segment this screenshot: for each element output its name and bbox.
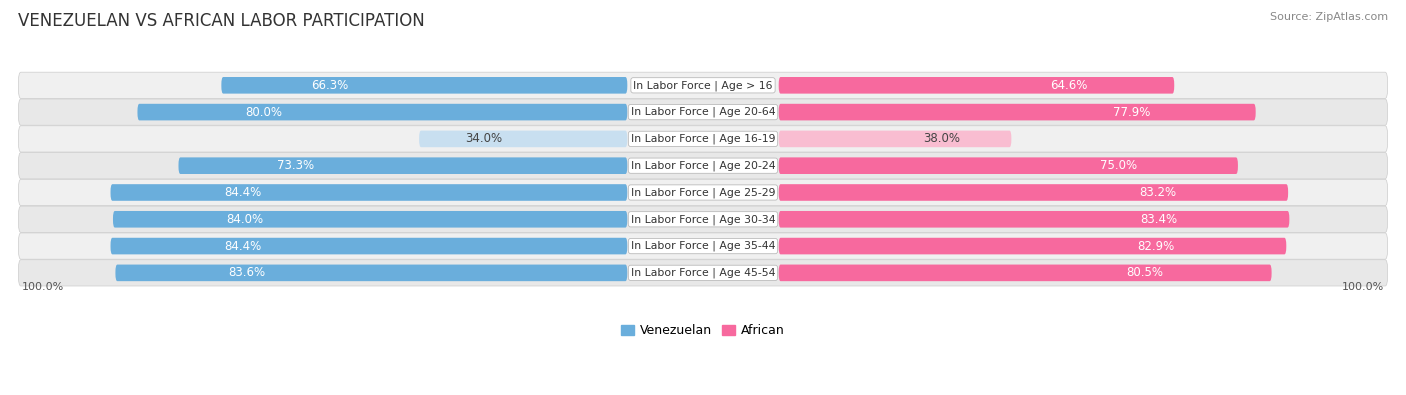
FancyBboxPatch shape	[179, 157, 627, 174]
Text: 100.0%: 100.0%	[22, 282, 65, 292]
Text: In Labor Force | Age 25-29: In Labor Force | Age 25-29	[631, 187, 775, 198]
Text: 73.3%: 73.3%	[277, 159, 315, 172]
Text: 83.6%: 83.6%	[228, 266, 266, 279]
Text: 64.6%: 64.6%	[1050, 79, 1087, 92]
FancyBboxPatch shape	[18, 99, 1388, 125]
FancyBboxPatch shape	[779, 77, 1174, 94]
FancyBboxPatch shape	[779, 265, 1271, 281]
Text: 84.4%: 84.4%	[224, 240, 262, 252]
FancyBboxPatch shape	[779, 157, 1237, 174]
FancyBboxPatch shape	[779, 104, 1256, 120]
Legend: Venezuelan, African: Venezuelan, African	[616, 320, 790, 342]
FancyBboxPatch shape	[111, 184, 627, 201]
Text: 34.0%: 34.0%	[465, 132, 502, 145]
Text: In Labor Force | Age 20-24: In Labor Force | Age 20-24	[631, 160, 775, 171]
Text: In Labor Force | Age > 16: In Labor Force | Age > 16	[633, 80, 773, 90]
Text: 75.0%: 75.0%	[1099, 159, 1137, 172]
FancyBboxPatch shape	[18, 206, 1388, 232]
FancyBboxPatch shape	[18, 126, 1388, 152]
FancyBboxPatch shape	[138, 104, 627, 120]
Text: 83.2%: 83.2%	[1139, 186, 1175, 199]
FancyBboxPatch shape	[221, 77, 627, 94]
FancyBboxPatch shape	[779, 184, 1288, 201]
Text: In Labor Force | Age 16-19: In Labor Force | Age 16-19	[631, 134, 775, 144]
FancyBboxPatch shape	[18, 72, 1388, 98]
FancyBboxPatch shape	[18, 179, 1388, 206]
Text: 77.9%: 77.9%	[1114, 105, 1150, 118]
FancyBboxPatch shape	[779, 131, 1011, 147]
FancyBboxPatch shape	[112, 211, 627, 228]
FancyBboxPatch shape	[111, 238, 627, 254]
Text: VENEZUELAN VS AFRICAN LABOR PARTICIPATION: VENEZUELAN VS AFRICAN LABOR PARTICIPATIO…	[18, 12, 425, 30]
Text: Source: ZipAtlas.com: Source: ZipAtlas.com	[1270, 12, 1388, 22]
Text: 84.4%: 84.4%	[224, 186, 262, 199]
Text: 80.0%: 80.0%	[245, 105, 283, 118]
FancyBboxPatch shape	[18, 152, 1388, 179]
Text: In Labor Force | Age 35-44: In Labor Force | Age 35-44	[631, 241, 775, 251]
FancyBboxPatch shape	[18, 233, 1388, 259]
Text: 66.3%: 66.3%	[311, 79, 347, 92]
FancyBboxPatch shape	[419, 131, 627, 147]
Text: In Labor Force | Age 20-64: In Labor Force | Age 20-64	[631, 107, 775, 117]
Text: 80.5%: 80.5%	[1126, 266, 1163, 279]
FancyBboxPatch shape	[18, 260, 1388, 286]
Text: 82.9%: 82.9%	[1137, 240, 1174, 252]
Text: 38.0%: 38.0%	[924, 132, 960, 145]
FancyBboxPatch shape	[115, 265, 627, 281]
Text: In Labor Force | Age 30-34: In Labor Force | Age 30-34	[631, 214, 775, 224]
Text: In Labor Force | Age 45-54: In Labor Force | Age 45-54	[631, 268, 775, 278]
Text: 84.0%: 84.0%	[226, 213, 263, 226]
FancyBboxPatch shape	[779, 211, 1289, 228]
Text: 100.0%: 100.0%	[1341, 282, 1384, 292]
Text: 83.4%: 83.4%	[1140, 213, 1177, 226]
FancyBboxPatch shape	[779, 238, 1286, 254]
